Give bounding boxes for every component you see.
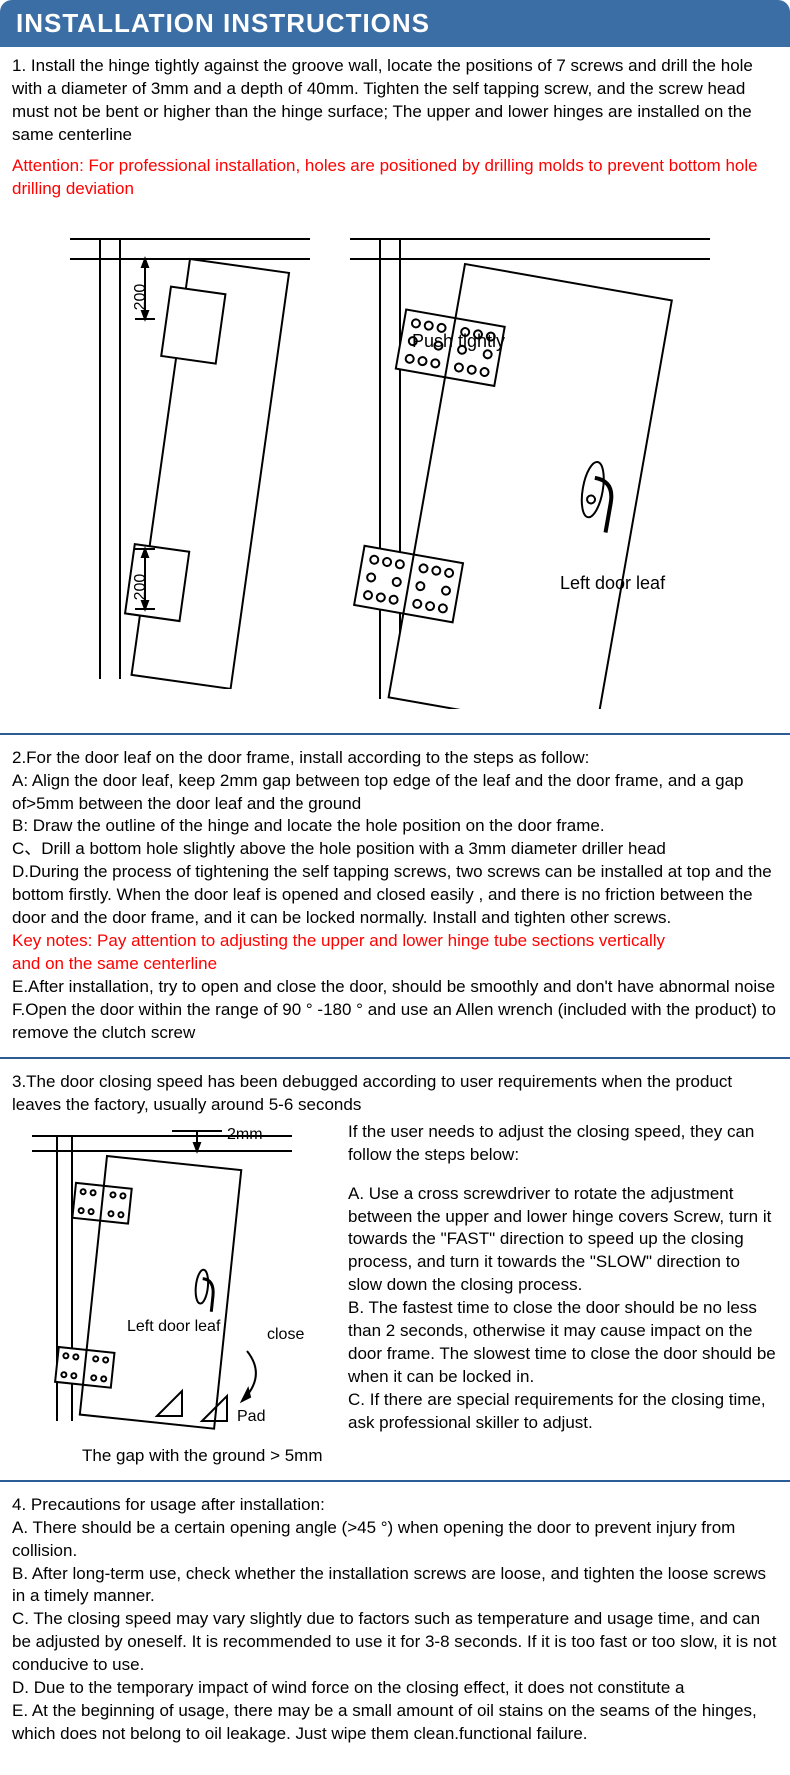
divider-1 bbox=[0, 733, 790, 735]
step2-b: B: Draw the outline of the hinge and loc… bbox=[12, 815, 778, 838]
door-label-3: Left door leaf bbox=[127, 1318, 221, 1335]
gap-bottom-caption: The gap with the ground > 5mm bbox=[12, 1446, 332, 1466]
step2-a: A: Align the door leaf, keep 2mm gap bet… bbox=[12, 770, 778, 816]
close-label: close bbox=[267, 1326, 304, 1343]
step4-a: A. There should be a certain opening ang… bbox=[12, 1517, 778, 1563]
pad-label: Pad bbox=[237, 1408, 265, 1425]
dim-top-label: 200 bbox=[132, 283, 149, 310]
step3-intro-block: 3.The door closing speed has been debugg… bbox=[0, 1063, 790, 1117]
step3-r-a: A. Use a cross screwdriver to rotate the… bbox=[348, 1183, 778, 1298]
step4-block: 4. Precautions for usage after installat… bbox=[0, 1486, 790, 1754]
step2-warning1: Key notes: Pay attention to adjusting th… bbox=[12, 930, 778, 953]
step4-e: E. At the beginning of usage, there may … bbox=[12, 1700, 778, 1746]
push-label: Push tightly bbox=[412, 331, 505, 351]
step2-c: C、Drill a bottom hole slightly above the… bbox=[12, 838, 778, 861]
page-title: INSTALLATION INSTRUCTIONS bbox=[16, 8, 430, 38]
step4-c: C. The closing speed may vary slightly d… bbox=[12, 1608, 778, 1677]
step2-block: 2.For the door leaf on the door frame, i… bbox=[0, 739, 790, 1053]
diagram-frame: 200 200 bbox=[60, 219, 320, 709]
step3-r-intro: If the user needs to adjust the closing … bbox=[348, 1121, 778, 1167]
step4-intro: 4. Precautions for usage after installat… bbox=[12, 1494, 778, 1517]
step4-d: D. Due to the temporary impact of wind f… bbox=[12, 1677, 778, 1700]
diagram3: 2mm Left door leaf close Pad The gap wit… bbox=[12, 1121, 332, 1466]
step4-b: B. After long-term use, check whether th… bbox=[12, 1563, 778, 1609]
header-bar: INSTALLATION INSTRUCTIONS bbox=[0, 0, 790, 47]
diagram-door: Push tightly Left door leaf bbox=[350, 219, 730, 709]
divider-2 bbox=[0, 1057, 790, 1059]
door-leaf-label: Left door leaf bbox=[560, 573, 666, 593]
step2-intro: 2.For the door leaf on the door frame, i… bbox=[12, 747, 778, 770]
step2-e: E.After installation, try to open and cl… bbox=[12, 976, 778, 999]
step3-intro: 3.The door closing speed has been debugg… bbox=[12, 1071, 778, 1117]
step1-warning: Attention: For professional installation… bbox=[12, 155, 778, 201]
step1-block: 1. Install the hinge tightly against the… bbox=[0, 47, 790, 209]
diagram-row-1: 200 200 bbox=[0, 209, 790, 729]
dim-bottom-label: 200 bbox=[132, 573, 149, 600]
divider-3 bbox=[0, 1480, 790, 1482]
step3-r-b: B. The fastest time to close the door sh… bbox=[348, 1297, 778, 1389]
step3-body: 2mm Left door leaf close Pad The gap wit… bbox=[0, 1117, 790, 1476]
step2-d: D.During the process of tightening the s… bbox=[12, 861, 778, 930]
gap-top-label: 2mm bbox=[227, 1126, 263, 1143]
step2-warning2: and on the same centerline bbox=[12, 953, 778, 976]
step1-text: 1. Install the hinge tightly against the… bbox=[12, 55, 778, 147]
step3-r-c: C. If there are special requirements for… bbox=[348, 1389, 778, 1435]
step3-right: If the user needs to adjust the closing … bbox=[348, 1121, 778, 1466]
step2-f: F.Open the door within the range of 90 °… bbox=[12, 999, 778, 1045]
